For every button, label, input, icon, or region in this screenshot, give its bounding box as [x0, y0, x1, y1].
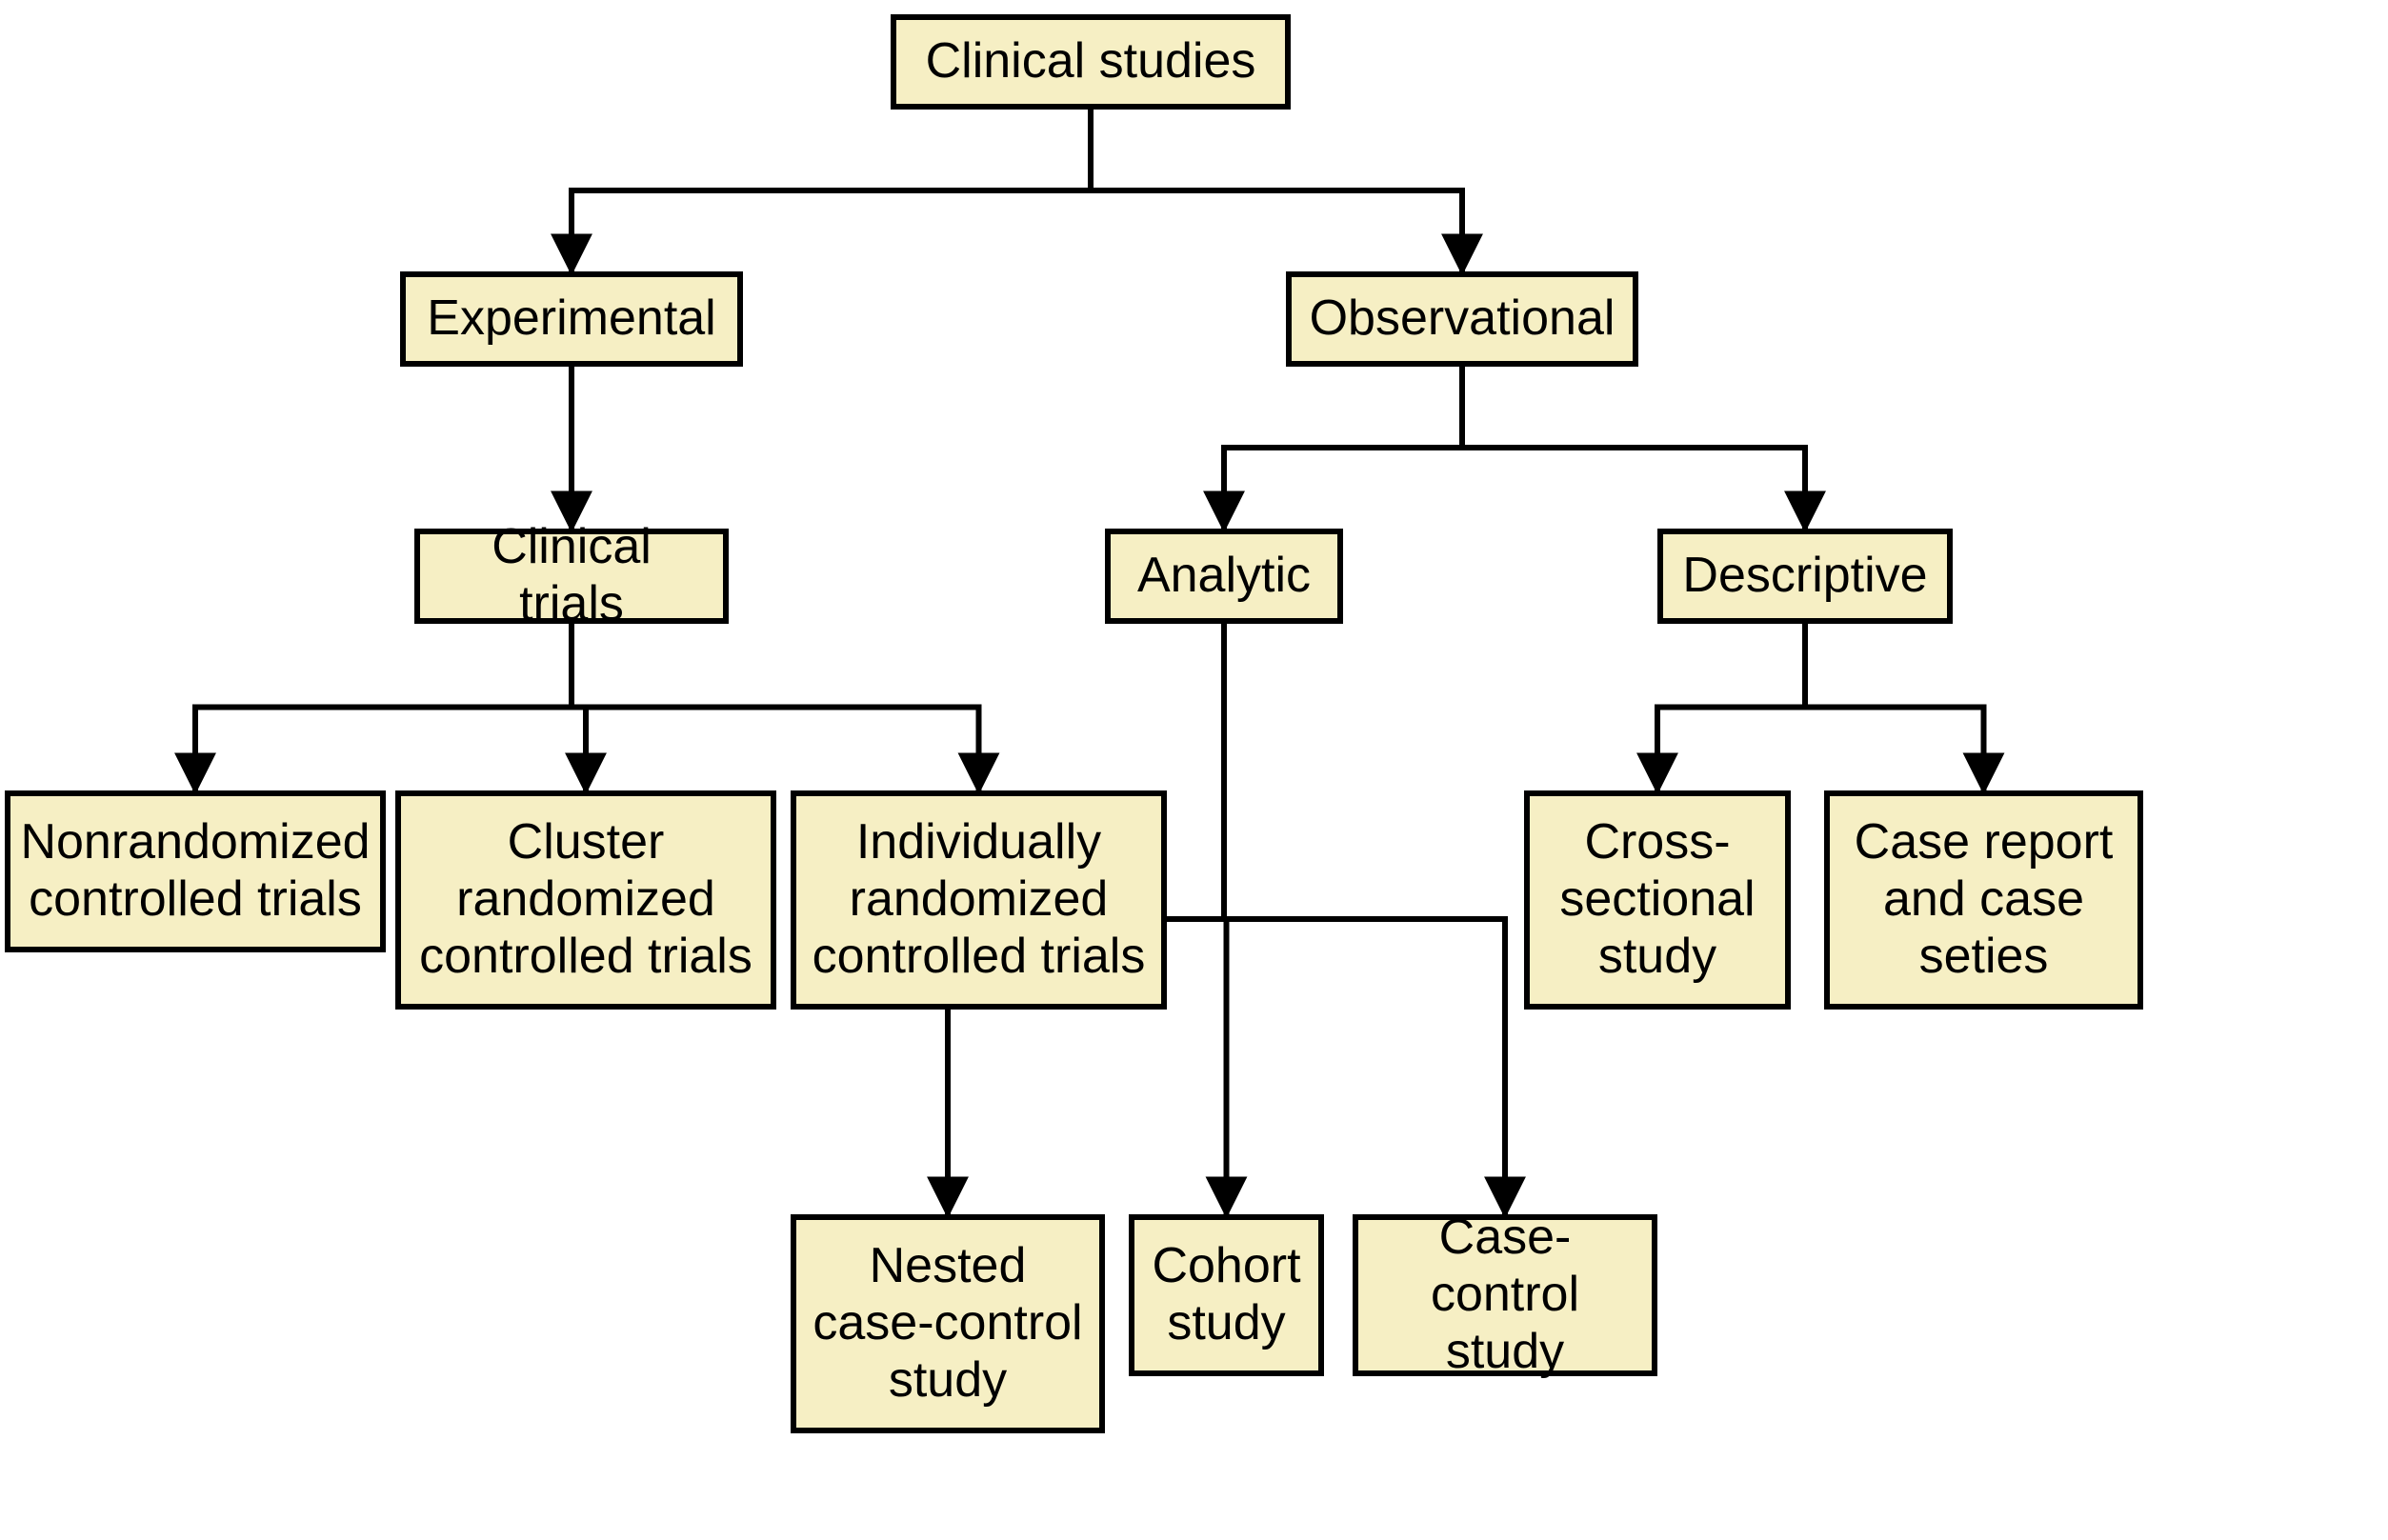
node-observational: Observational	[1286, 271, 1638, 367]
node-cohort: Cohortstudy	[1129, 1214, 1324, 1376]
node-analytic: Analytic	[1105, 529, 1343, 624]
node-individual-rct: Individuallyrandomizedcontrolled trials	[791, 790, 1167, 1010]
node-nested-cc: Nestedcase-controlstudy	[791, 1214, 1105, 1433]
node-clinical-trials: Clinical trials	[414, 529, 729, 624]
node-experimental: Experimental	[400, 271, 743, 367]
clinical-studies-tree: Clinical studies Experimental Observatio…	[0, 0, 2388, 1540]
node-case-control: Case-controlstudy	[1353, 1214, 1657, 1376]
node-cluster-rct: Clusterrandomizedcontrolled trials	[395, 790, 776, 1010]
node-nonrandomized: Nonrandomizedcontrolled trials	[5, 790, 386, 952]
node-case-report: Case reportand caseseties	[1824, 790, 2143, 1010]
node-descriptive: Descriptive	[1657, 529, 1953, 624]
node-root: Clinical studies	[891, 14, 1291, 110]
node-cross-sectional: Cross-sectionalstudy	[1524, 790, 1791, 1010]
